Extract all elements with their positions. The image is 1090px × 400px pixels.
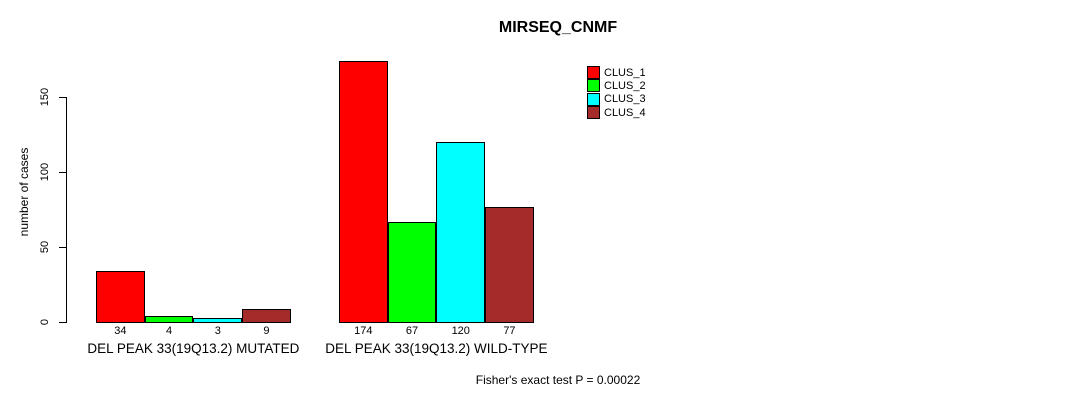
category-label: DEL PEAK 33(19Q13.2) WILD-TYPE: [325, 341, 548, 356]
legend-swatch: [587, 79, 600, 93]
bar-value-label: 174: [354, 325, 373, 337]
bar-value-label: 3: [214, 325, 221, 337]
legend-item-clus_4: CLUS_4: [587, 106, 646, 120]
legend-swatch: [587, 106, 600, 120]
bar-clus_3-mutated: [193, 317, 243, 323]
y-tick-label: 50: [39, 240, 51, 254]
y-tick-label: 150: [39, 87, 51, 107]
bar-clus_2-mutated: [144, 316, 194, 323]
bar-clus_4-wild-type: [485, 206, 534, 323]
legend-swatch: [587, 66, 600, 79]
bar-value-label: 77: [503, 325, 516, 337]
legend-item-clus_3: CLUS_3: [587, 92, 646, 106]
y-tick-label: 100: [39, 162, 51, 182]
bar-value-label: 120: [451, 325, 470, 337]
y-tick-mark: [59, 322, 66, 323]
bar-value-label: 4: [165, 325, 173, 337]
chart-title: MIRSEQ_CNMF: [498, 19, 618, 36]
y-tick-mark: [59, 247, 66, 248]
category-label: DEL PEAK 33(19Q13.2) MUTATED: [87, 341, 300, 356]
legend-item-clus_1: CLUS_1: [587, 66, 646, 79]
stat-test-annotation: Fisher's exact test P = 0.00022: [475, 373, 641, 387]
y-axis-line: [66, 97, 67, 323]
legend-swatch: [587, 92, 600, 106]
bar-value-label: 67: [405, 325, 419, 337]
bar-clus_2-wild-type: [387, 221, 437, 323]
bar-clus_1-mutated: [96, 271, 145, 323]
legend-label: CLUS_2: [604, 79, 646, 92]
y-axis-label: number of cases: [17, 147, 31, 237]
bar-clus_1-wild-type: [339, 61, 388, 323]
bar-value-label: 9: [263, 325, 270, 337]
bar-value-label: 34: [114, 325, 127, 337]
y-tick-mark: [59, 172, 66, 173]
legend-item-clus_2: CLUS_2: [587, 79, 646, 93]
legend-label: CLUS_1: [604, 66, 646, 79]
y-tick-mark: [59, 97, 66, 98]
legend-label: CLUS_4: [604, 106, 646, 119]
legend-label: CLUS_3: [604, 93, 646, 106]
bar-clus_4-mutated: [242, 308, 291, 323]
y-tick-label: 0: [39, 318, 51, 326]
bar-clus_3-wild-type: [436, 142, 486, 323]
